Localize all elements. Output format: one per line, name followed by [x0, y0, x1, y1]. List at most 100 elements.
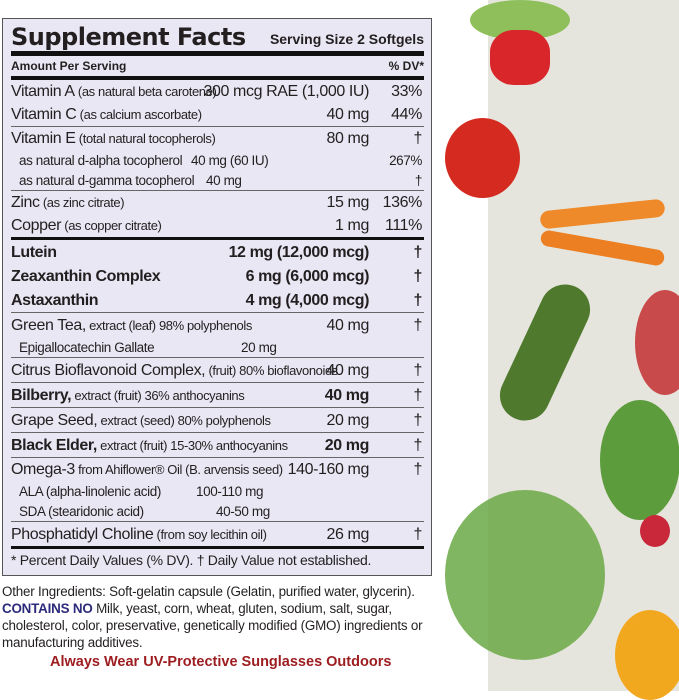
nutrient-name: Omega-3 from Ahiflower® Oil (B. arvensis…	[11, 461, 283, 479]
nutrient-name: as natural d-gamma tocopherol	[19, 173, 195, 188]
nutrient-dv: †	[413, 526, 423, 543]
nutrient-row: SDA (stearidonic acid) 40-50 mg	[11, 501, 424, 522]
nutrient-name: Phosphatidyl Choline (from soy lecithin …	[11, 526, 267, 544]
nutrient-row: Copper (as copper citrate) 1 mg 111%	[11, 214, 424, 240]
nutrient-label: Vitamin C	[11, 106, 77, 123]
nutrient-label: Epigallocatechin Gallate	[19, 340, 155, 355]
nutrient-row: Vitamin E (total natural tocopherols) 80 …	[11, 127, 424, 150]
nutrient-name: Grape Seed, extract (seed) 80% polypheno…	[11, 412, 271, 430]
nutrient-amount: 140-160 mg	[287, 461, 370, 478]
nutrient-dv: 136%	[382, 194, 423, 211]
nutrient-dv: †	[413, 292, 423, 309]
nutrient-dv: 33%	[391, 83, 422, 100]
nutrient-dv: †	[413, 130, 423, 147]
nutrient-amount: 40 mg	[324, 387, 370, 404]
nutrient-dv: †	[413, 412, 423, 429]
nutrient-amount: 4 mg (4,000 mcg)	[245, 292, 370, 309]
nutrient-name: Epigallocatechin Gallate	[19, 340, 155, 355]
nutrient-row: ALA (alpha-linolenic acid) 100-110 mg	[11, 481, 424, 501]
nutrient-label: Lutein	[11, 244, 57, 261]
other-ingredients: Other Ingredients: Soft-gelatin capsule …	[2, 584, 415, 599]
nutrient-amount: 12 mg (12,000 mcg)	[228, 244, 370, 261]
nutrient-name: Vitamin C (as calcium ascorbate)	[11, 106, 202, 124]
nutrient-source: extract (fruit) 15-30% anthocyanins	[96, 438, 288, 453]
nutrient-label: Citrus Bioflavonoid Complex,	[11, 362, 206, 379]
nutrient-row: as natural d-gamma tocopherol 40 mg †	[11, 170, 424, 191]
nutrient-name: as natural d-alpha tocopherol	[19, 153, 183, 168]
nutrient-row: Green Tea, extract (leaf) 98% polyphenol…	[11, 313, 424, 337]
nutrient-label: Grape Seed,	[11, 412, 98, 429]
nutrient-source: (as natural beta carotene)	[74, 84, 217, 99]
nutrient-source: extract (fruit) 36% anthocyanins	[71, 388, 245, 403]
amount-header: Amount Per Serving	[11, 59, 127, 73]
nutrient-source: (as copper citrate)	[61, 218, 162, 233]
nutrient-dv: †	[413, 461, 423, 478]
nutrient-amount: 300 mcg RAE (1,000 IU)	[203, 83, 370, 100]
nutrient-amount: 6 mg (6,000 mcg)	[245, 268, 370, 285]
nutrient-label: Omega-3	[11, 461, 75, 478]
nutrient-amount: 40-50 mg	[216, 504, 270, 519]
nutrient-amount: 80 mg	[326, 130, 370, 147]
nutrient-row: Zeaxanthin Complex 6 mg (6,000 mcg) †	[11, 264, 424, 288]
nutrient-name: Citrus Bioflavonoid Complex, (fruit) 80%…	[11, 362, 338, 380]
nutrient-dv: †	[413, 268, 423, 285]
nutrient-amount: 40 mg	[326, 317, 370, 334]
nutrient-row: Lutein 12 mg (12,000 mcg) †	[11, 240, 424, 264]
nutrient-source: extract (leaf) 98% polyphenols	[85, 318, 252, 333]
nutrient-name: ALA (alpha-linolenic acid)	[19, 484, 161, 499]
nutrient-row: Grape Seed, extract (seed) 80% polypheno…	[11, 408, 424, 433]
nutrient-amount: 100-110 mg	[196, 484, 264, 499]
nutrient-dv: †	[413, 362, 423, 379]
nutrient-label: Vitamin A	[11, 83, 75, 100]
serving-size: Serving Size 2 Softgels	[269, 31, 424, 47]
nutrient-amount: 1 mg	[335, 217, 369, 234]
ingredients-text: Other Ingredients: Soft-gelatin capsule …	[2, 583, 432, 651]
nutrient-name: Vitamin E (total natural tocopherols)	[11, 130, 216, 148]
nutrient-dv: †	[413, 437, 423, 454]
nutrient-label: Zinc	[11, 194, 40, 211]
nutrient-dv: †	[413, 317, 423, 334]
nutrient-amount: 20 mg	[241, 340, 277, 355]
nutrient-row: Vitamin C (as calcium ascorbate) 40 mg 44%	[11, 103, 424, 127]
nutrient-dv: †	[414, 173, 423, 188]
nutrient-dv: 267%	[389, 153, 422, 168]
nutrient-row: as natural d-alpha tocopherol 40 mg (60 I…	[11, 150, 424, 170]
nutrient-label: as natural d-gamma tocopherol	[19, 173, 195, 188]
panel-title: Supplement Facts	[11, 23, 246, 51]
nutrient-name: Zinc (as zinc citrate)	[11, 194, 125, 212]
nutrient-label: Vitamin E	[11, 130, 76, 147]
nutrient-label: Black Elder,	[11, 437, 97, 454]
nutrient-source: (as calcium ascorbate)	[76, 107, 202, 122]
nutrient-row: Black Elder, extract (fruit) 15-30% anth…	[11, 433, 424, 458]
nutrient-source: (fruit) 80% bioflavonoids	[205, 363, 338, 378]
nutrient-dv: †	[413, 244, 423, 261]
nutrient-dv: †	[413, 387, 423, 404]
warning-text: Always Wear UV-Protective Sunglasses Out…	[50, 654, 392, 670]
nutrient-name: Lutein	[11, 244, 57, 262]
nutrient-label: Bilberry,	[11, 387, 72, 404]
nutrient-amount: 40 mg	[206, 173, 242, 188]
dv-header: % DV*	[388, 59, 424, 73]
nutrient-row: Vitamin A (as natural beta carotene) 300 …	[11, 80, 424, 103]
nutrient-label: Green Tea,	[11, 317, 86, 334]
nutrient-name: Black Elder, extract (fruit) 15-30% anth…	[11, 437, 288, 455]
nutrient-row: Omega-3 from Ahiflower® Oil (B. arvensis…	[11, 458, 424, 481]
nutrient-name: Green Tea, extract (leaf) 98% polyphenol…	[11, 317, 252, 335]
contains-no-label: CONTAINS NO	[2, 601, 93, 616]
nutrient-row: Zinc (as zinc citrate) 15 mg 136%	[11, 191, 424, 214]
nutrient-label: Astaxanthin	[11, 292, 99, 309]
nutrient-name: Vitamin A (as natural beta carotene)	[11, 83, 217, 101]
nutrient-amount: 15 mg	[326, 194, 370, 211]
nutrient-row: Epigallocatechin Gallate 20 mg	[11, 337, 424, 358]
nutrient-name: Bilberry, extract (fruit) 36% anthocyani…	[11, 387, 245, 405]
nutrient-amount: 40 mg	[326, 106, 370, 123]
nutrient-name: SDA (stearidonic acid)	[19, 504, 144, 519]
nutrient-row: Astaxanthin 4 mg (4,000 mcg) †	[11, 288, 424, 313]
nutrient-label: Phosphatidyl Choline	[11, 526, 154, 543]
nutrient-label: as natural d-alpha tocopherol	[19, 153, 183, 168]
nutrient-name: Zeaxanthin Complex	[11, 268, 161, 286]
nutrient-name: Astaxanthin	[11, 292, 99, 310]
nutrient-label: ALA (alpha-linolenic acid)	[19, 484, 161, 499]
nutrient-dv: 111%	[385, 217, 422, 234]
nutrient-source: from Ahiflower® Oil (B. arvensis seed)	[74, 462, 283, 477]
